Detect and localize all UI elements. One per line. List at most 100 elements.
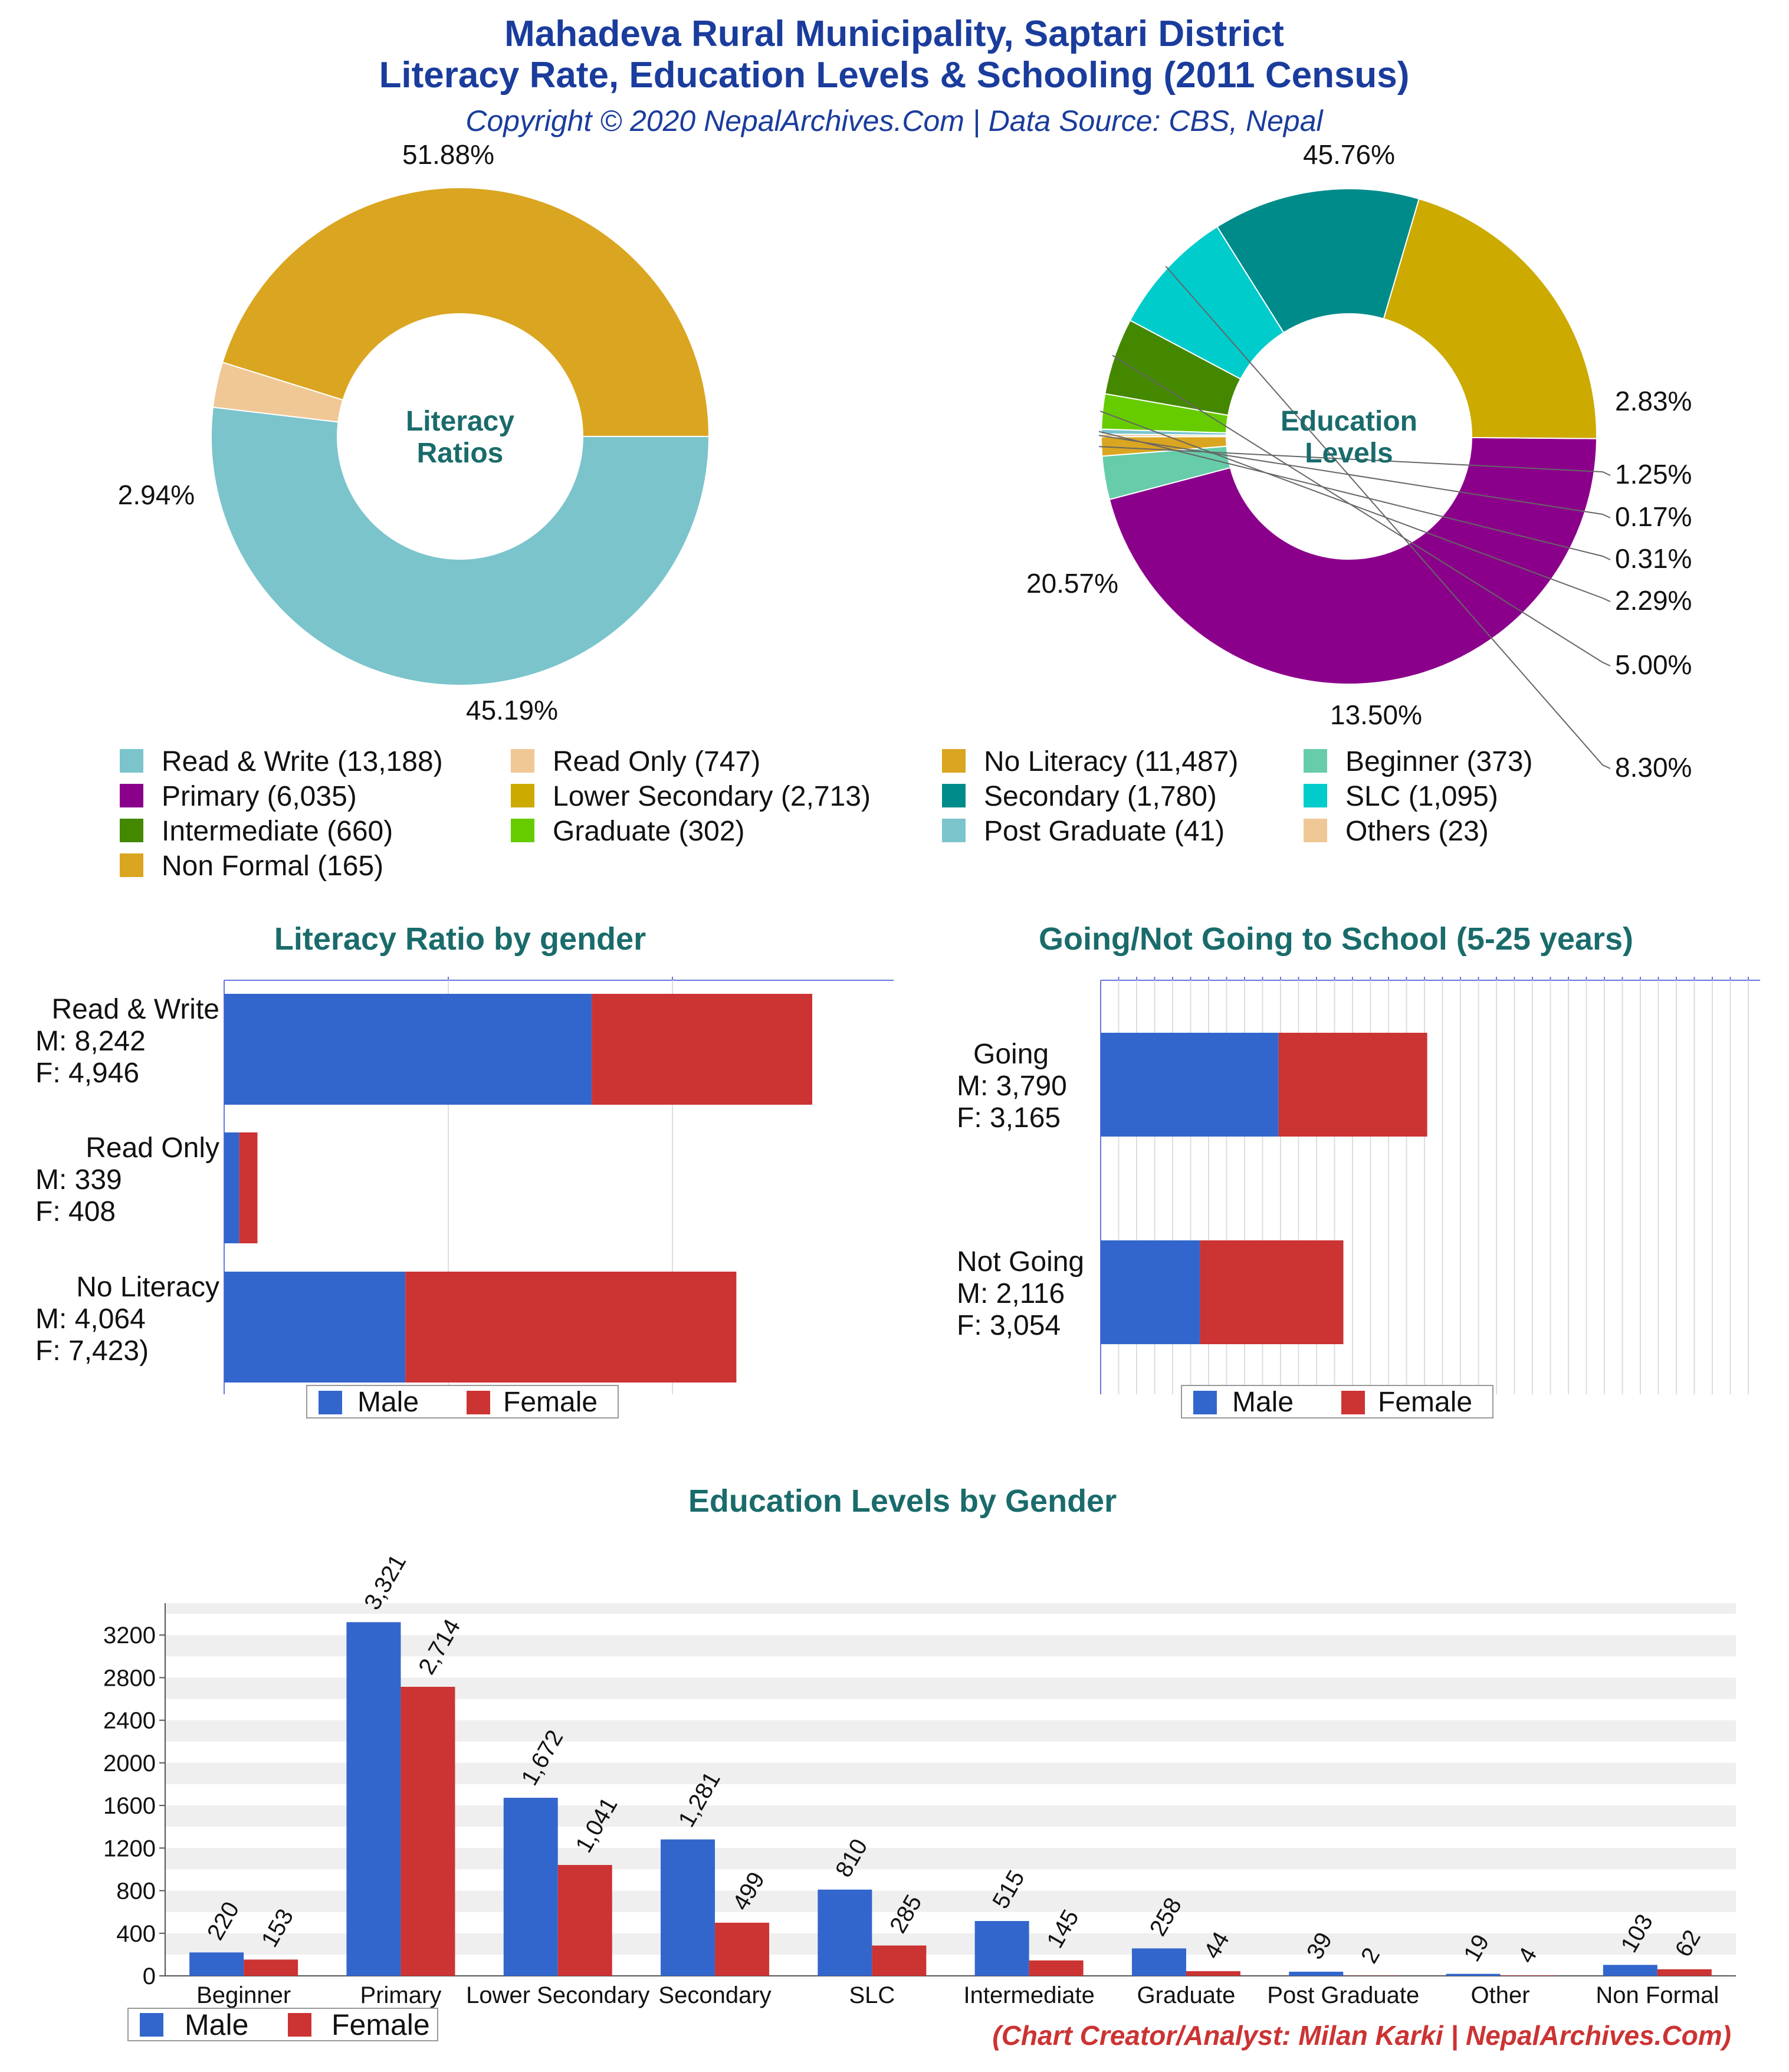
legend-swatch	[120, 853, 143, 877]
male-bar	[1603, 1965, 1657, 1976]
male-bar	[504, 1798, 558, 1976]
subtitle: Copyright © 2020 NepalArchives.Com | Dat…	[465, 104, 1324, 138]
male-bar	[1101, 1033, 1279, 1137]
legend-label: No Literacy (11,487)	[984, 746, 1238, 777]
legend-label: Primary (6,035)	[162, 781, 357, 812]
legend-swatch	[511, 784, 534, 807]
female-bar	[715, 1923, 769, 1976]
x-tick-label: Non Formal	[1596, 1982, 1719, 2008]
category-label: No Literacy	[76, 1272, 219, 1303]
chart-title: Literacy Ratio by gender	[274, 921, 646, 957]
male-bar	[1132, 1948, 1186, 1976]
female-bar	[244, 1959, 298, 1976]
male-bar	[1289, 1972, 1343, 1976]
male-bar	[189, 1952, 244, 1976]
percent-label: 2.29%	[1615, 585, 1692, 616]
male-bar	[818, 1890, 872, 1976]
category-label: Read & Write	[51, 994, 219, 1025]
male-value-label: M: 3,790	[957, 1071, 1067, 1102]
legend-label: Lower Secondary (2,713)	[553, 781, 871, 812]
legend-swatch	[120, 749, 143, 773]
legend-label: Intermediate (660)	[162, 816, 393, 847]
x-tick-label: Post Graduate	[1267, 1982, 1419, 2008]
female-bar	[1029, 1961, 1084, 1976]
female-bar	[1657, 1969, 1712, 1976]
female-bar	[401, 1687, 455, 1976]
female-bar	[872, 1946, 926, 1976]
male-bar	[346, 1622, 401, 1976]
legend-female-swatch	[1341, 1391, 1365, 1414]
female-value-label: F: 408	[35, 1196, 116, 1227]
percent-label: 2.94%	[118, 480, 195, 510]
x-tick-label: Beginner	[196, 1982, 291, 2008]
donut-center-label: Levels	[1305, 438, 1393, 469]
legend-male-swatch	[319, 1391, 342, 1414]
x-tick-label: Intermediate	[963, 1982, 1094, 2008]
data-label: 44	[1199, 1927, 1235, 1963]
top-legend: Read & Write (13,188)Read Only (747)No L…	[120, 746, 1533, 882]
legend-male-label: Male	[357, 1387, 419, 1418]
legend-swatch	[942, 819, 966, 842]
male-bar	[224, 1132, 239, 1243]
title-line1: Mahadeva Rural Municipality, Saptari Dis…	[504, 14, 1284, 54]
percent-label: 13.50%	[1330, 700, 1422, 730]
female-bar	[558, 1865, 612, 1976]
female-value-label: F: 7,423)	[35, 1335, 149, 1367]
female-bar	[405, 1272, 736, 1383]
percent-label: 2.83%	[1615, 386, 1692, 416]
y-tick-label: 2800	[103, 1665, 156, 1691]
male-bar	[224, 994, 592, 1105]
donut-center-label: Ratios	[417, 438, 504, 469]
legend-label: Read & Write (13,188)	[162, 746, 443, 777]
education-donut-chart: 45.76%2.83%1.25%0.17%0.31%2.29%5.00%8.30…	[1026, 139, 1692, 783]
x-tick-label: Primary	[360, 1982, 442, 2008]
legend-label: Graduate (302)	[553, 816, 745, 847]
female-bar	[1200, 1240, 1343, 1344]
x-tick-label: Lower Secondary	[466, 1982, 649, 2008]
category-label: Read Only	[86, 1132, 219, 1164]
legend-swatch	[1304, 819, 1327, 842]
x-tick-label: SLC	[849, 1982, 895, 2008]
y-tick-label: 800	[116, 1879, 156, 1904]
female-value-label: F: 3,054	[957, 1310, 1061, 1341]
legend-swatch	[120, 819, 143, 842]
y-tick-label: 1600	[103, 1793, 156, 1819]
female-bar	[1186, 1971, 1240, 1976]
percent-label: 8.30%	[1615, 752, 1692, 783]
percent-label: 5.00%	[1615, 649, 1692, 680]
male-bar	[975, 1921, 1029, 1976]
legend-female-label: Female	[1378, 1387, 1472, 1418]
legend-label: SLC (1,095)	[1345, 781, 1498, 812]
male-bar	[224, 1272, 405, 1383]
female-bar	[1279, 1033, 1427, 1137]
donut-center-label: Education	[1281, 406, 1417, 437]
male-value-label: M: 8,242	[35, 1026, 146, 1057]
legend-label: Beginner (373)	[1345, 746, 1533, 777]
male-value-label: M: 2,116	[957, 1278, 1065, 1309]
y-tick-label: 400	[116, 1921, 156, 1947]
category-label: Going	[973, 1039, 1049, 1070]
male-value-label: M: 339	[35, 1164, 122, 1196]
x-tick-label: Secondary	[658, 1982, 771, 2008]
title-line2: Literacy Rate, Education Levels & School…	[379, 55, 1410, 96]
male-bar	[661, 1840, 715, 1976]
legend-swatch	[942, 784, 966, 807]
percent-label: 51.88%	[402, 139, 494, 170]
legend-female-label: Female	[331, 2008, 430, 2041]
female-bar	[239, 1132, 258, 1243]
legend-swatch	[1304, 749, 1327, 773]
legend-female-swatch	[288, 2013, 311, 2037]
percent-label: 0.17%	[1615, 501, 1692, 532]
legend-female-label: Female	[503, 1387, 598, 1418]
data-label: 810	[831, 1834, 872, 1881]
male-bar	[1446, 1974, 1501, 1976]
percent-label: 45.19%	[466, 695, 558, 725]
x-tick-label: Graduate	[1137, 1982, 1236, 2008]
y-tick-label: 1200	[103, 1835, 156, 1861]
legend-label: Others (23)	[1345, 816, 1489, 847]
male-value-label: M: 4,064	[35, 1303, 146, 1335]
female-value-label: F: 4,946	[35, 1058, 139, 1089]
